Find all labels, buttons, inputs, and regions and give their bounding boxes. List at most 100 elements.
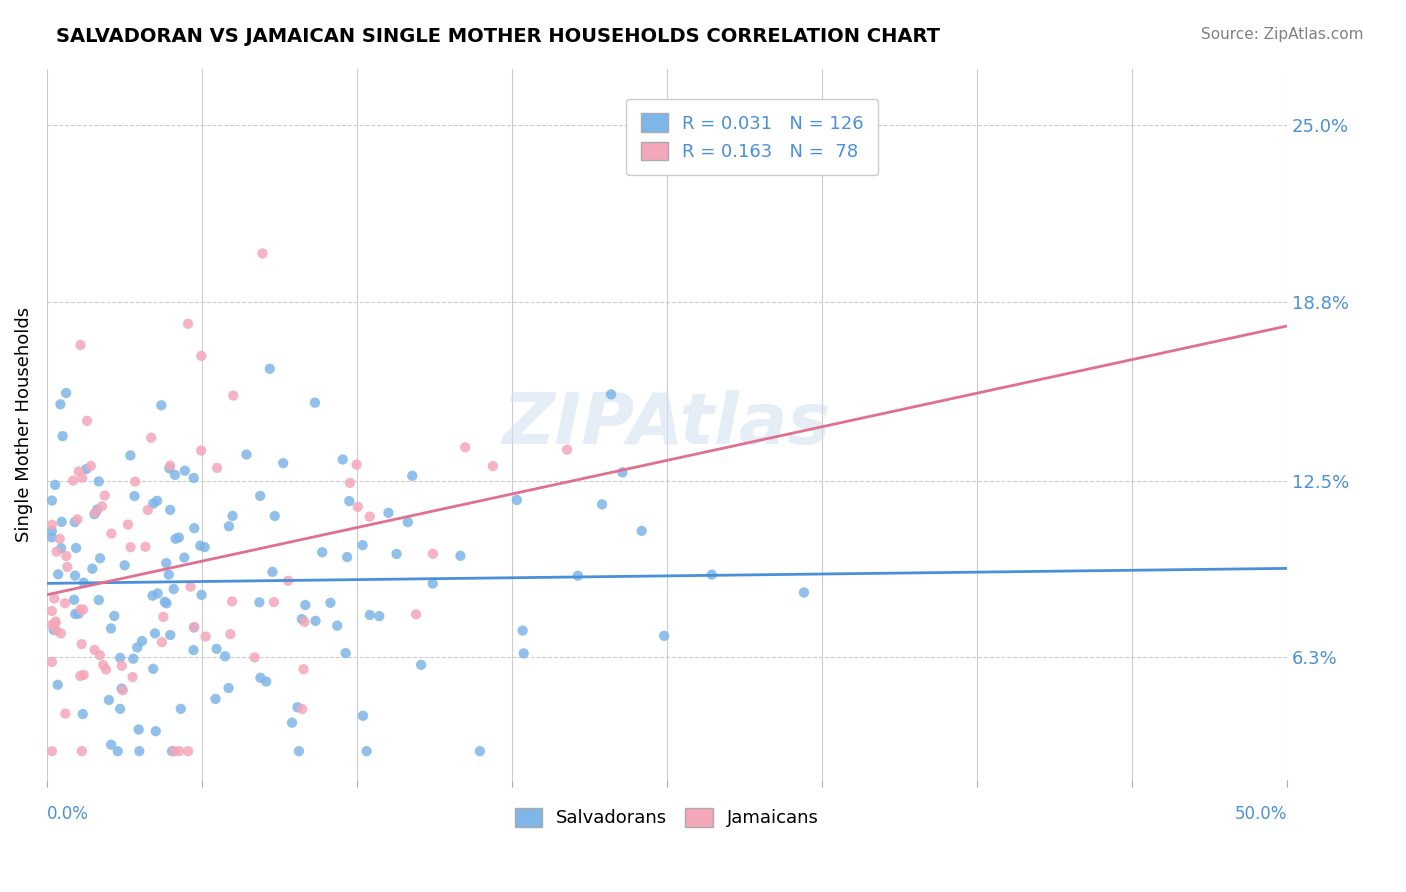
Point xyxy=(76,414,98,428)
Point xyxy=(169,744,191,758)
Point xyxy=(652,629,675,643)
Point xyxy=(793,585,815,599)
Point xyxy=(454,440,477,454)
Point xyxy=(294,598,316,612)
Point xyxy=(131,634,153,648)
Point xyxy=(319,596,342,610)
Point xyxy=(55,386,77,401)
Point xyxy=(128,744,150,758)
Point xyxy=(204,692,226,706)
Point xyxy=(69,338,91,352)
Text: ZIPAtlas: ZIPAtlas xyxy=(502,390,831,458)
Point xyxy=(291,702,314,716)
Point xyxy=(44,478,66,492)
Point xyxy=(111,681,134,696)
Point xyxy=(53,706,76,721)
Point xyxy=(254,674,277,689)
Point xyxy=(56,560,79,574)
Point xyxy=(183,643,205,657)
Point xyxy=(630,524,652,538)
Point xyxy=(332,452,354,467)
Point xyxy=(45,615,67,629)
Point xyxy=(405,607,427,622)
Point xyxy=(252,246,274,260)
Point xyxy=(90,500,112,514)
Point xyxy=(84,506,107,520)
Point xyxy=(134,540,156,554)
Point xyxy=(259,361,281,376)
Point xyxy=(100,526,122,541)
Point xyxy=(62,474,84,488)
Text: 0.0%: 0.0% xyxy=(46,805,89,822)
Point xyxy=(205,641,228,656)
Point xyxy=(700,567,723,582)
Point xyxy=(87,593,110,607)
Point xyxy=(155,556,177,570)
Text: Source: ZipAtlas.com: Source: ZipAtlas.com xyxy=(1201,27,1364,42)
Point xyxy=(136,503,159,517)
Point xyxy=(121,670,143,684)
Point xyxy=(555,442,578,457)
Point xyxy=(146,493,169,508)
Point xyxy=(352,538,374,552)
Point xyxy=(177,317,200,331)
Point xyxy=(65,541,87,555)
Point xyxy=(150,398,173,412)
Point xyxy=(262,565,284,579)
Point xyxy=(165,532,187,546)
Point xyxy=(108,702,131,716)
Point xyxy=(128,723,150,737)
Legend: Salvadorans, Jamaicans: Salvadorans, Jamaicans xyxy=(508,801,827,835)
Point xyxy=(356,744,378,758)
Point xyxy=(346,500,368,514)
Point xyxy=(205,461,228,475)
Point xyxy=(87,475,110,489)
Point xyxy=(45,544,67,558)
Point xyxy=(100,622,122,636)
Point xyxy=(100,738,122,752)
Point xyxy=(142,497,165,511)
Point xyxy=(222,388,245,402)
Point xyxy=(221,594,243,608)
Point xyxy=(180,580,202,594)
Point xyxy=(53,596,76,610)
Point xyxy=(160,744,183,758)
Point xyxy=(143,626,166,640)
Point xyxy=(163,582,186,596)
Point xyxy=(188,539,211,553)
Point xyxy=(221,508,243,523)
Point xyxy=(359,607,381,622)
Point xyxy=(51,515,73,529)
Point xyxy=(271,456,294,470)
Point xyxy=(219,627,242,641)
Point xyxy=(70,744,93,758)
Point xyxy=(44,591,66,606)
Point xyxy=(249,671,271,685)
Point xyxy=(69,669,91,683)
Point xyxy=(311,545,333,559)
Point xyxy=(67,607,90,621)
Text: SALVADORAN VS JAMAICAN SINGLE MOTHER HOUSEHOLDS CORRELATION CHART: SALVADORAN VS JAMAICAN SINGLE MOTHER HOU… xyxy=(56,27,941,45)
Point xyxy=(304,395,326,409)
Point xyxy=(263,595,285,609)
Point xyxy=(183,471,205,485)
Point xyxy=(304,614,326,628)
Point xyxy=(249,489,271,503)
Point xyxy=(150,635,173,649)
Point xyxy=(152,610,174,624)
Point xyxy=(336,549,359,564)
Point xyxy=(153,595,176,609)
Point xyxy=(111,683,134,698)
Point xyxy=(41,604,63,618)
Point xyxy=(173,550,195,565)
Point xyxy=(72,603,94,617)
Point xyxy=(159,628,181,642)
Point xyxy=(124,489,146,503)
Point xyxy=(167,531,190,545)
Point xyxy=(190,443,212,458)
Point xyxy=(122,651,145,665)
Point xyxy=(411,657,433,672)
Point xyxy=(157,567,180,582)
Point xyxy=(170,702,193,716)
Point xyxy=(94,663,117,677)
